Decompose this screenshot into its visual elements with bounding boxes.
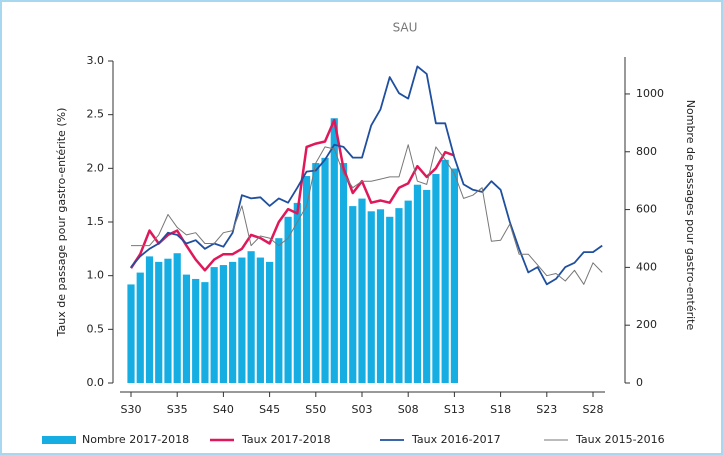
bar — [266, 261, 274, 383]
x-tick-label: S13 — [444, 403, 465, 416]
bar — [284, 216, 292, 383]
bar — [210, 267, 218, 383]
y-tick-label: 0.5 — [87, 322, 105, 335]
bar — [395, 208, 403, 383]
y-tick-label: 1.5 — [87, 215, 105, 228]
bar — [450, 168, 458, 383]
y-tick-label: 2.5 — [87, 108, 105, 121]
x-tick-label: S23 — [536, 403, 557, 416]
bar — [349, 206, 357, 383]
bar — [423, 189, 431, 383]
y2-tick-label: 200 — [636, 318, 657, 331]
bar — [330, 118, 338, 383]
y2-tick-label: 400 — [636, 260, 657, 273]
bar — [219, 265, 227, 383]
x-tick-label: S35 — [167, 403, 188, 416]
y2-tick-label: 0 — [636, 376, 643, 389]
bar — [302, 176, 311, 383]
x-tick-label: S45 — [259, 403, 280, 416]
bar — [386, 216, 394, 383]
line — [131, 144, 603, 285]
bar — [145, 256, 154, 383]
bar — [256, 257, 264, 383]
bar — [229, 261, 237, 383]
bar — [367, 211, 375, 383]
bar — [182, 274, 191, 383]
bar — [432, 174, 440, 383]
bar — [441, 159, 449, 383]
line — [130, 65, 603, 286]
x-tick-label: S50 — [305, 403, 326, 416]
x-tick-label: S40 — [213, 403, 234, 416]
bar — [238, 257, 246, 383]
legend-swatch — [42, 436, 76, 444]
bar — [413, 184, 422, 383]
bar — [275, 238, 283, 383]
bar — [201, 282, 209, 383]
legend-label: Nombre 2017-2018 — [82, 433, 189, 446]
bar — [136, 272, 144, 383]
y2-axis-label: Nombre de passages pour gastro-entérite — [684, 100, 697, 331]
bar — [339, 163, 348, 383]
x-tick-label: S08 — [398, 403, 419, 416]
bar — [247, 251, 255, 383]
x-tick-label: S28 — [583, 403, 604, 416]
y-tick-label: 3.0 — [87, 54, 105, 67]
y2-tick-label: 600 — [636, 203, 657, 216]
bar — [164, 258, 172, 383]
y-axis-label: Taux de passage pour gastro-entérite (%) — [55, 108, 68, 338]
bar — [293, 202, 301, 383]
legend-label: Taux 2016-2017 — [411, 433, 501, 446]
y-tick-label: 1.0 — [87, 269, 105, 282]
legend-label: Taux 2017-2018 — [241, 433, 331, 446]
bar — [404, 200, 412, 383]
y-tick-label: 2.0 — [87, 161, 105, 174]
y2-tick-label: 800 — [636, 145, 657, 158]
bar — [321, 157, 329, 383]
bar — [358, 198, 366, 383]
bar — [173, 253, 181, 383]
bar — [127, 284, 135, 383]
legend-label: Taux 2015-2016 — [575, 433, 665, 446]
bar — [312, 163, 320, 383]
y2-tick-label: 1000 — [636, 87, 664, 100]
bar — [192, 278, 200, 383]
chart-title: SAU — [393, 21, 418, 35]
x-tick-label: S18 — [490, 403, 511, 416]
bar — [376, 209, 385, 383]
bar — [155, 261, 163, 383]
y-tick-label: 0.0 — [87, 376, 105, 389]
x-tick-label: S03 — [352, 403, 373, 416]
x-tick-label: S30 — [121, 403, 142, 416]
